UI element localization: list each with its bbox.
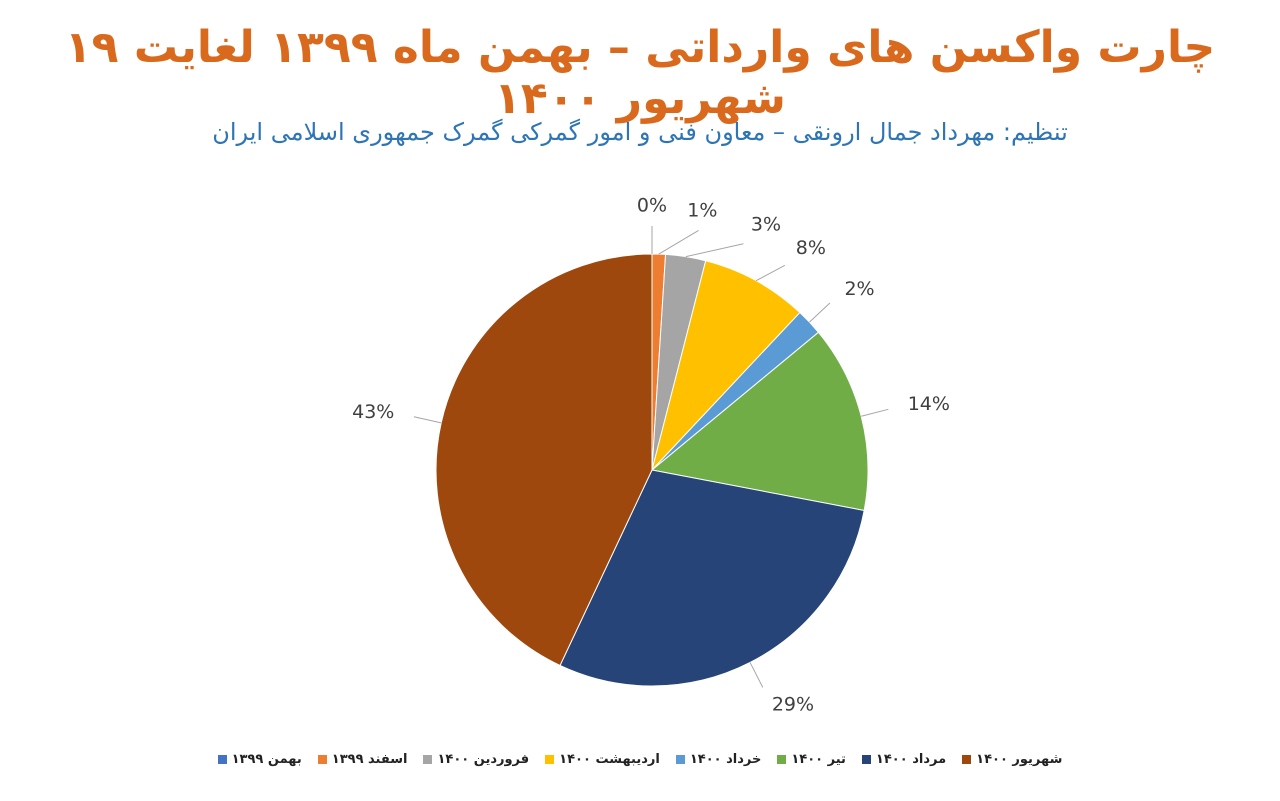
legend-swatch — [777, 755, 787, 764]
leader-line — [861, 408, 889, 417]
legend-swatch — [675, 755, 685, 764]
legend-item: بهمن ۱۳۹۹ — [217, 752, 302, 767]
data-label: 3% — [751, 214, 781, 236]
legend-swatch — [423, 755, 433, 764]
legend-swatch — [317, 755, 327, 764]
legend-swatch — [545, 755, 555, 764]
leader-line — [809, 302, 831, 323]
pie-slice — [559, 469, 865, 687]
legend-label: اسفند ۱۳۹۹ — [331, 752, 408, 767]
chart-title: چارت واکسن های وارداتی – بهمن ماه ۱۳۹۹ ل… — [64, 22, 1216, 124]
data-label: 29% — [772, 694, 814, 716]
legend-item: اردیبهشت ۱۴۰۰ — [545, 752, 660, 767]
legend-label: مرداد ۱۴۰۰ — [875, 752, 947, 767]
legend-label: فروردین ۱۴۰۰ — [437, 752, 530, 767]
leader-line — [749, 662, 764, 688]
data-label: 2% — [844, 278, 874, 300]
chart-subtitle: تنظیم: مهرداد جمال ارونقی – معاون فنی و … — [212, 118, 1068, 146]
legend-label: تیر ۱۴۰۰ — [791, 752, 846, 767]
data-label: 8% — [796, 237, 826, 259]
data-label: 14% — [908, 393, 950, 415]
leader-line — [658, 230, 699, 255]
leader-line — [755, 264, 786, 282]
pie-slice — [651, 260, 801, 471]
legend-swatch — [962, 755, 972, 764]
leader-line — [685, 243, 744, 258]
legend-item: فروردین ۱۴۰۰ — [423, 752, 529, 767]
legend: بهمن ۱۳۹۹ اسفند ۱۳۹۹ فروردین ۱۴۰۰ اردیبهشت … — [0, 752, 1280, 767]
legend-label: بهمن ۱۳۹۹ — [231, 752, 302, 767]
leader-line — [413, 416, 442, 424]
legend-swatch — [217, 755, 227, 764]
legend-item: اسفند ۱۳۹۹ — [317, 752, 408, 767]
data-label: 43% — [352, 401, 394, 423]
legend-item: شهریور ۱۴۰۰ — [962, 752, 1062, 767]
data-label: 1% — [687, 199, 717, 221]
legend-item: خرداد ۱۴۰۰ — [675, 752, 762, 767]
data-label: 0% — [637, 195, 667, 217]
legend-label: شهریور ۱۴۰۰ — [976, 752, 1063, 767]
legend-swatch — [861, 755, 871, 764]
legend-label: خرداد ۱۴۰۰ — [689, 752, 762, 767]
legend-item: تیر ۱۴۰۰ — [777, 752, 846, 767]
legend-label: اردیبهشت ۱۴۰۰ — [559, 752, 660, 767]
legend-item: مرداد ۱۴۰۰ — [861, 752, 947, 767]
